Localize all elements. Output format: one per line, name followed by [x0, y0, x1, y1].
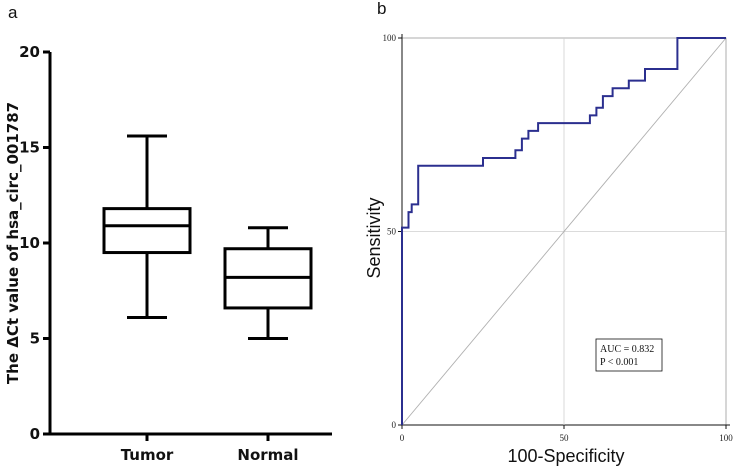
- y-tick-label: 5: [30, 330, 40, 348]
- boxes: [102, 134, 313, 340]
- y-tick-label: 20: [19, 43, 40, 61]
- x-tick-label: Tumor: [121, 446, 174, 464]
- annotation-p: P < 0.001: [600, 357, 638, 368]
- reference-diagonal: [401, 37, 727, 426]
- x-tick-label: 0: [400, 433, 405, 443]
- x-ticks: Tumor Normal: [121, 434, 299, 464]
- y-tick-label: 100: [383, 33, 397, 43]
- y-tick-label: 15: [19, 139, 40, 157]
- panel-a-boxplot: a The ΔCt value of hsa_circ_001787 0 5 10 1…: [4, 3, 332, 464]
- y-tick-label: 10: [19, 234, 40, 252]
- ticks: 0 50 100 0 50 100: [383, 33, 734, 443]
- x-tick-label: Normal: [237, 446, 298, 464]
- roc-curve: [401, 37, 726, 425]
- lines: [401, 37, 727, 426]
- annotation-auc: AUC = 0.832: [600, 344, 654, 355]
- y-axis-label: The ΔCt value of hsa_circ_001787: [4, 102, 22, 384]
- x-tick-label: 100: [719, 433, 733, 443]
- x-tick-label: 50: [560, 433, 570, 443]
- panel-b-roc: b 0 50 100 0 50 100 100-Specificity Sensitivi…: [364, 0, 733, 466]
- panel-label-b: b: [377, 0, 386, 18]
- y-ticks: 0 5 10 15 20: [19, 43, 50, 443]
- box-tumor: [102, 207, 192, 255]
- x-axis-label: 100-Specificity: [507, 446, 624, 466]
- annotation-frame: [595, 338, 663, 372]
- annotation-box: AUC = 0.832 P < 0.001: [595, 338, 663, 372]
- y-tick-label: 0: [392, 420, 397, 430]
- panel-label-a: a: [8, 3, 18, 22]
- y-tick-label: 50: [387, 227, 397, 237]
- y-axis-label-roc: Sensitivity: [364, 197, 384, 278]
- y-tick-label: 0: [30, 425, 40, 443]
